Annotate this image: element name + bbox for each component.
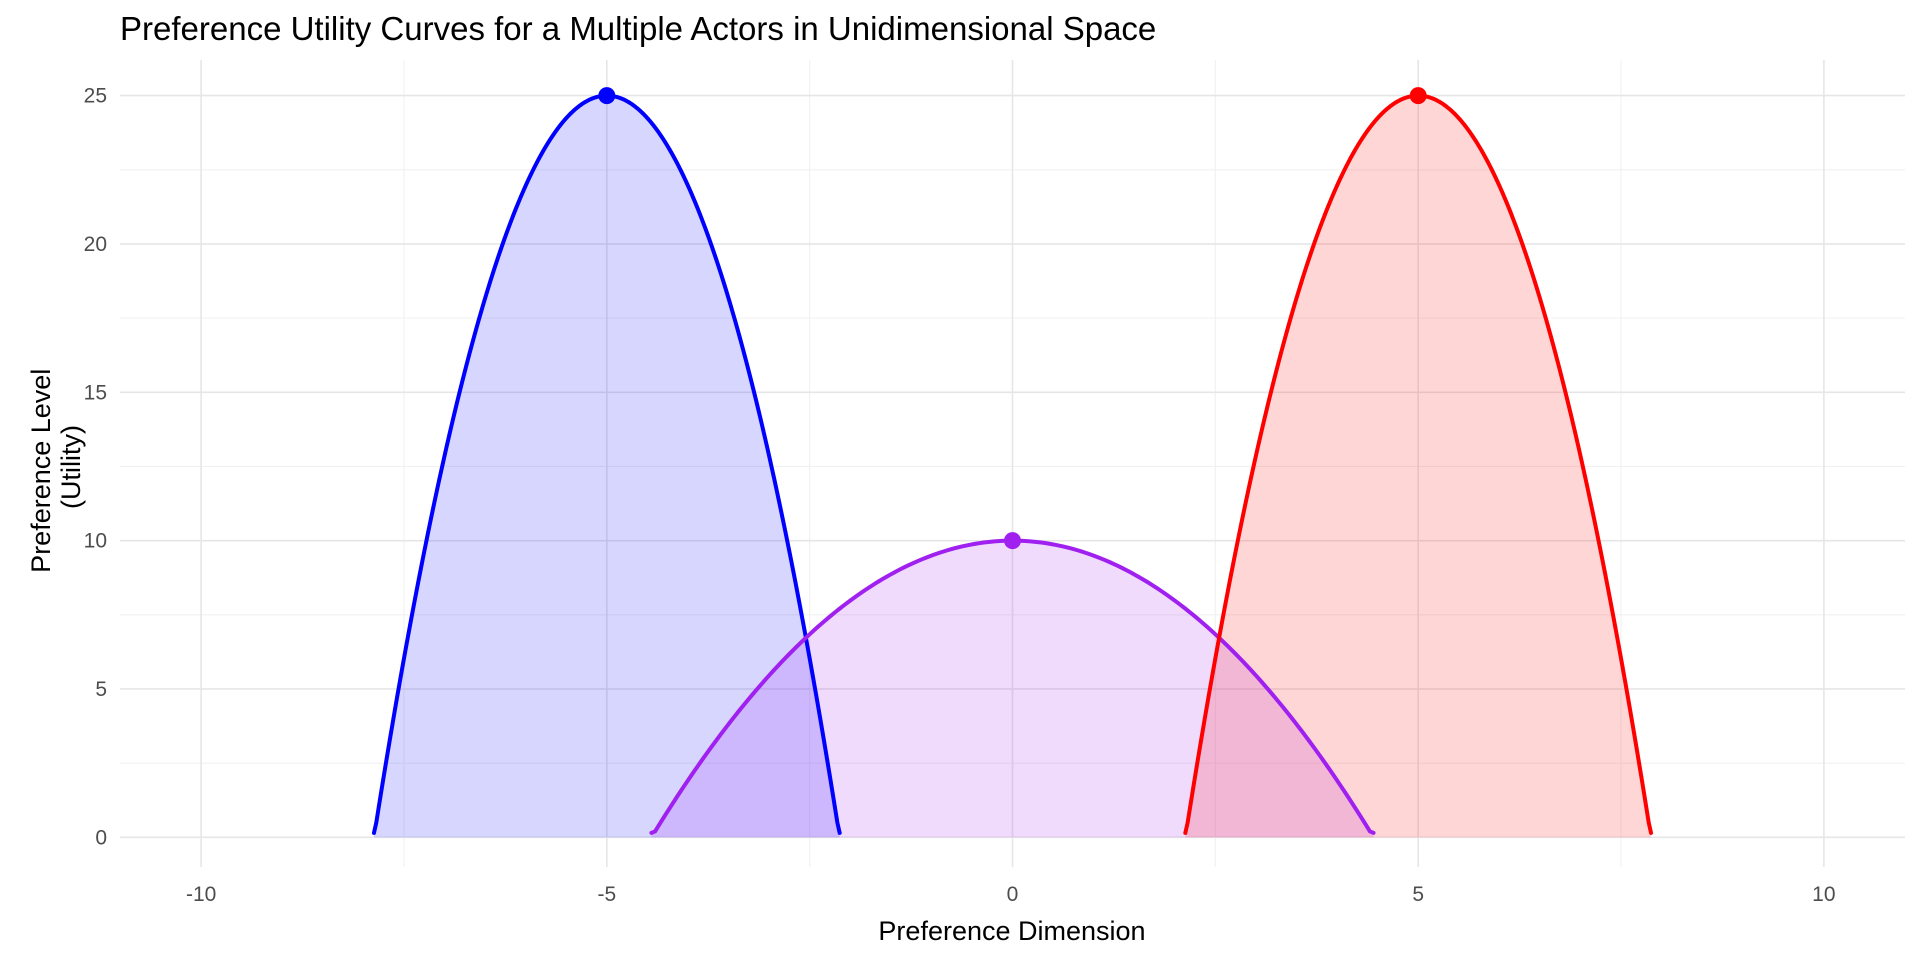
x-tick-label: -10	[186, 883, 216, 906]
x-tick-label: -5	[597, 883, 616, 906]
y-axis-title-line-2: (Utility)	[56, 425, 86, 509]
y-tick-label: 0	[95, 826, 107, 849]
x-axis-title: Preference Dimension	[878, 916, 1145, 946]
y-tick-label: 20	[84, 233, 107, 256]
x-axis-ticks: -10 -5 0 5 10	[186, 883, 1836, 906]
y-tick-label: 10	[84, 530, 107, 553]
ideal-point-3	[1409, 87, 1427, 105]
y-tick-label: 5	[95, 678, 107, 701]
y-tick-label: 15	[84, 381, 107, 404]
y-axis-title: Preference Level (Utility)	[26, 361, 86, 573]
ideal-point-1	[598, 87, 616, 105]
ideal-point-2	[1004, 532, 1021, 550]
y-axis-title-line-1: Preference Level	[26, 369, 56, 573]
y-axis-ticks: 0 5 10 15 20 25	[84, 85, 107, 850]
ideal-points	[598, 87, 1427, 550]
x-tick-label: 0	[1007, 883, 1019, 906]
chart-title: Preference Utility Curves for a Multiple…	[120, 10, 1156, 47]
y-tick-label: 25	[84, 85, 107, 108]
x-tick-label: 5	[1412, 883, 1424, 906]
x-tick-label: 10	[1812, 883, 1835, 906]
